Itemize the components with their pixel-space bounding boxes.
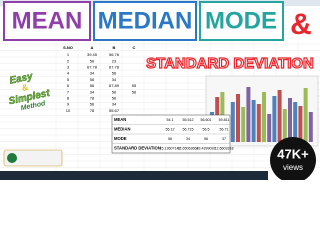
table-cell: 55.67 [109, 108, 120, 113]
badge-text: & [21, 82, 30, 93]
chart-bar [262, 92, 266, 142]
stats-cell: 12.6603318 [215, 146, 234, 150]
table-cell: 56 [90, 83, 95, 88]
chart-bar [230, 102, 235, 142]
box [93, 1, 197, 41]
headline-word: MODE [205, 7, 277, 34]
stats-cell: 34 [186, 137, 190, 141]
table-header: A [91, 45, 94, 50]
chart-bar [308, 112, 313, 142]
stats-cell: 56.5 [203, 127, 210, 131]
table-cell: 56 [90, 58, 95, 63]
stats-cell: 55.512 [183, 118, 194, 122]
table-cell: 10 [66, 108, 71, 113]
table-cell: 34 [112, 77, 117, 82]
chart-bar [236, 94, 240, 142]
headline-word: MEDIAN [98, 7, 193, 34]
views-count: 47K+ [277, 146, 309, 161]
chart-bar [246, 87, 251, 142]
stats-cell: 56 [168, 137, 172, 141]
table-cell: 23 [112, 58, 117, 63]
views-badge [270, 137, 316, 183]
table-cell: 56 [132, 89, 137, 94]
table-cell: 56.76 [109, 52, 120, 57]
table-header: B [113, 45, 116, 50]
headline-word: MEAN [12, 7, 83, 34]
stats-label: MEDIAN [114, 127, 131, 132]
views-label: views [283, 163, 303, 172]
table-header: C [133, 45, 136, 50]
table-cell: 4 [67, 71, 70, 76]
chart-bar [256, 104, 261, 142]
stats-cell: 54.1 [167, 118, 174, 122]
thumbnail: MEAN MEDIAN MODE & STANDARD DEVIATION Ea… [0, 0, 320, 183]
logo [3, 149, 63, 167]
table-cell: 56 [112, 71, 117, 76]
stats-label: MODE [114, 136, 127, 141]
table-cell: 3 [67, 64, 70, 69]
stats-cell: 56.715 [183, 127, 194, 131]
table-cell: 56 [90, 77, 95, 82]
table-cell: 56 [90, 102, 95, 107]
table-header: S.NO [63, 45, 73, 50]
table-cell: 1 [67, 52, 70, 57]
stats-cell: 56.601 [201, 118, 212, 122]
stats-cell: 12.65063664 [178, 146, 199, 150]
table-cell: 67.89 [109, 83, 120, 88]
table-cell: 78 [90, 108, 95, 113]
box [199, 1, 284, 41]
stats-cell: 59.811 [219, 118, 230, 122]
taskbar [0, 171, 268, 180]
stats-cell: 55.12 [166, 127, 175, 131]
table-cell: 78 [90, 95, 95, 100]
chart-bar [277, 90, 282, 142]
stats-table: MEAN 54.1 55.512 56.601 59.811 MEDIAN 55.12 56.… [111, 114, 234, 154]
subtitle: STANDARD DEVIATION [146, 55, 314, 72]
table-cell: 8 [67, 95, 70, 100]
headline-word: & [290, 8, 312, 41]
table-cell: 34 [90, 71, 95, 76]
stats-cell: 56 [204, 137, 208, 141]
chart-bar [288, 98, 292, 142]
table-cell: 67.78 [87, 64, 98, 69]
table-cell: 7 [67, 89, 70, 94]
stats-cell: 15.13607142 [160, 146, 181, 150]
data-table: S.NO A B C1 39.45 56.762 56 233 67.78 67.784 34 565… [63, 45, 137, 113]
table-cell: 34 [112, 102, 117, 107]
table-cell: 9 [67, 102, 70, 107]
chart-bar [298, 106, 303, 142]
chart-bar [282, 109, 287, 142]
chart-bar [267, 114, 272, 142]
table-cell: 56 [112, 95, 117, 100]
logo-icon [7, 153, 17, 163]
box [3, 1, 91, 41]
table-cell: 2 [67, 58, 70, 63]
badge: Easy & Simplest Method [8, 71, 52, 112]
table-cell: 55 [132, 83, 137, 88]
badge-text: Easy [9, 71, 35, 87]
stats-cell: 37 [222, 137, 226, 141]
chart-bar [241, 107, 246, 142]
table-cell: 67.78 [109, 64, 120, 69]
chart-bar [272, 96, 277, 142]
stats-cell: 56.71 [220, 127, 229, 131]
table-cell: 39.45 [87, 52, 98, 57]
chart-bar [303, 88, 308, 142]
table-cell: 5 [67, 77, 70, 82]
table-cell: 56 [112, 89, 117, 94]
stats-label: MEAN [114, 117, 126, 122]
stats-cell: 23.4399092 [197, 146, 216, 150]
table-cell: 6 [67, 83, 70, 88]
table-cell: 34 [90, 89, 95, 94]
chart-bar [293, 102, 298, 142]
stats-label: STANDARD DEVIATION [114, 146, 161, 151]
chart-bar [251, 100, 256, 142]
